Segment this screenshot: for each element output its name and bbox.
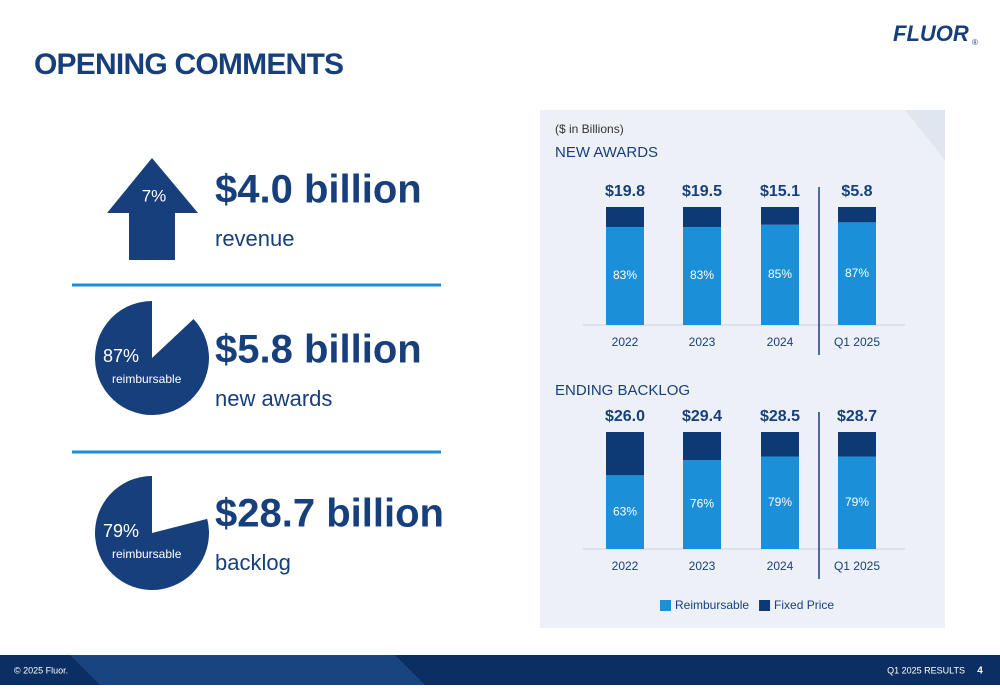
chart-title: ENDING BACKLOG (555, 382, 690, 399)
x-tick-label: Q1 2025 (834, 559, 880, 573)
pie-slice (94, 301, 209, 416)
headline: $4.0 billion (215, 168, 422, 212)
bar-total-label: $15.1 (760, 183, 800, 200)
bar-value-label: 83% (613, 268, 637, 282)
x-tick-label: 2024 (767, 559, 794, 573)
bar-value-label: 85% (768, 267, 792, 281)
bar-segment (838, 456, 876, 549)
headline-caption: revenue (215, 226, 295, 251)
bar-segment (683, 207, 721, 228)
bar-segment (761, 456, 799, 549)
bar-segment (606, 227, 644, 325)
x-tick-label: 2023 (689, 559, 716, 573)
arrow-label: 7% (142, 186, 167, 205)
bar-segment (838, 222, 876, 325)
bar-value-label: 63% (613, 504, 637, 518)
bar-total-label: $26.0 (605, 408, 645, 425)
chart-panel (540, 110, 945, 628)
bar-total-label: $19.8 (605, 183, 645, 200)
pie-label: 79% (103, 521, 139, 541)
legend-swatch (660, 600, 671, 611)
footer-accent (70, 655, 425, 685)
units-note: ($ in Billions) (555, 122, 624, 136)
x-tick-label: 2023 (689, 335, 716, 349)
up-arrow (107, 158, 198, 260)
headline: $28.7 billion (215, 492, 444, 536)
pie-label: 87% (103, 346, 139, 366)
bar-total-label: $29.4 (682, 408, 722, 425)
headline-caption: new awards (215, 386, 332, 411)
bar-value-label: 79% (845, 495, 869, 509)
legend-swatch (759, 600, 771, 611)
bar-segment (761, 207, 799, 225)
bar-total-label: $28.7 (837, 408, 877, 425)
legend-label: Reimbursable (675, 598, 749, 612)
footer-section: Q1 2025 RESULTS (887, 665, 965, 675)
bar-total-label: $5.8 (841, 183, 872, 200)
bar-segment (606, 207, 644, 228)
slide-title: OPENING COMMENTS (34, 48, 344, 81)
bar-value-label: 79% (768, 495, 792, 509)
bar-value-label: 76% (690, 497, 714, 511)
bar-segment (838, 207, 876, 223)
headline: $5.8 billion (215, 328, 422, 372)
x-tick-label: 2022 (612, 559, 639, 573)
copyright: © 2025 Fluor. (14, 665, 68, 675)
panel-fold (905, 110, 945, 160)
headline-caption: backlog (215, 550, 291, 575)
bar-value-label: 83% (690, 268, 714, 282)
pie-slice (94, 476, 209, 590)
bar-value-label: 87% (845, 266, 869, 280)
page-number: 4 (977, 666, 983, 677)
bar-segment (606, 475, 644, 549)
pie-caption: reimbursable (112, 372, 182, 386)
bar-segment (683, 227, 721, 325)
x-tick-label: 2024 (767, 335, 794, 349)
bar-total-label: $19.5 (682, 183, 722, 200)
bar-segment (683, 432, 721, 461)
x-tick-label: Q1 2025 (834, 335, 880, 349)
bar-segment (606, 432, 644, 476)
bar-segment (838, 432, 876, 457)
bar-segment (761, 432, 799, 457)
chart-title: NEW AWARDS (555, 144, 658, 161)
bar-segment (761, 224, 799, 325)
logo: FLUOR (893, 21, 969, 46)
bar-total-label: $28.5 (760, 408, 800, 425)
legend-label: Fixed Price (774, 598, 834, 612)
x-tick-label: 2022 (612, 335, 639, 349)
bar-segment (683, 460, 721, 549)
logo-mark: ® (972, 38, 978, 47)
pie-caption: reimbursable (112, 547, 182, 561)
